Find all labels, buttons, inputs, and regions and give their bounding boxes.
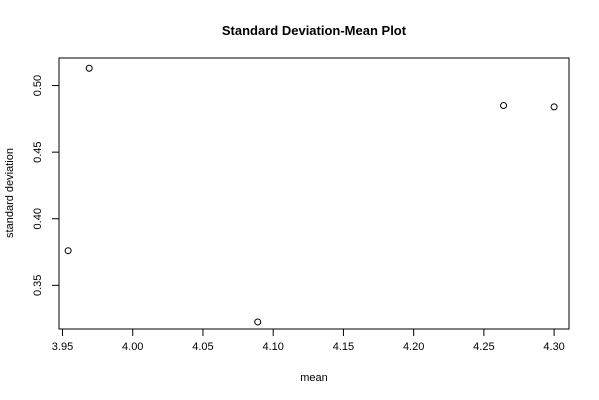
- x-tick-label: 3.95: [52, 341, 73, 353]
- data-point: [254, 318, 262, 326]
- data-point: [64, 247, 72, 255]
- x-axis-label: mean: [300, 372, 328, 384]
- y-axis: 0.35 0.40 0.45 0.50: [32, 75, 60, 296]
- y-tick-label: 0.45: [32, 141, 44, 162]
- x-tick-label: 4.10: [262, 341, 283, 353]
- plot-frame: [58, 57, 570, 330]
- x-tick-label: 4.05: [192, 341, 213, 353]
- data-points: [64, 64, 558, 326]
- x-tick-label: 4.25: [473, 341, 494, 353]
- y-tick-label: 0.40: [32, 208, 44, 229]
- x-tick-label: 4.00: [122, 341, 143, 353]
- data-point: [85, 64, 93, 72]
- y-tick-label: 0.50: [32, 75, 44, 96]
- y-axis-label: standard deviation: [4, 148, 16, 238]
- x-axis: 3.95 4.00 4.05 4.10 4.15 4.20 4.25 4.30: [52, 328, 565, 353]
- y-tick-label: 0.35: [32, 275, 44, 296]
- x-tick-label: 4.15: [333, 341, 354, 353]
- data-point: [500, 102, 508, 110]
- chart-title: Standard Deviation-Mean Plot: [222, 23, 407, 38]
- x-tick-label: 4.30: [543, 341, 564, 353]
- x-tick-label: 4.20: [403, 341, 424, 353]
- data-point: [550, 103, 558, 111]
